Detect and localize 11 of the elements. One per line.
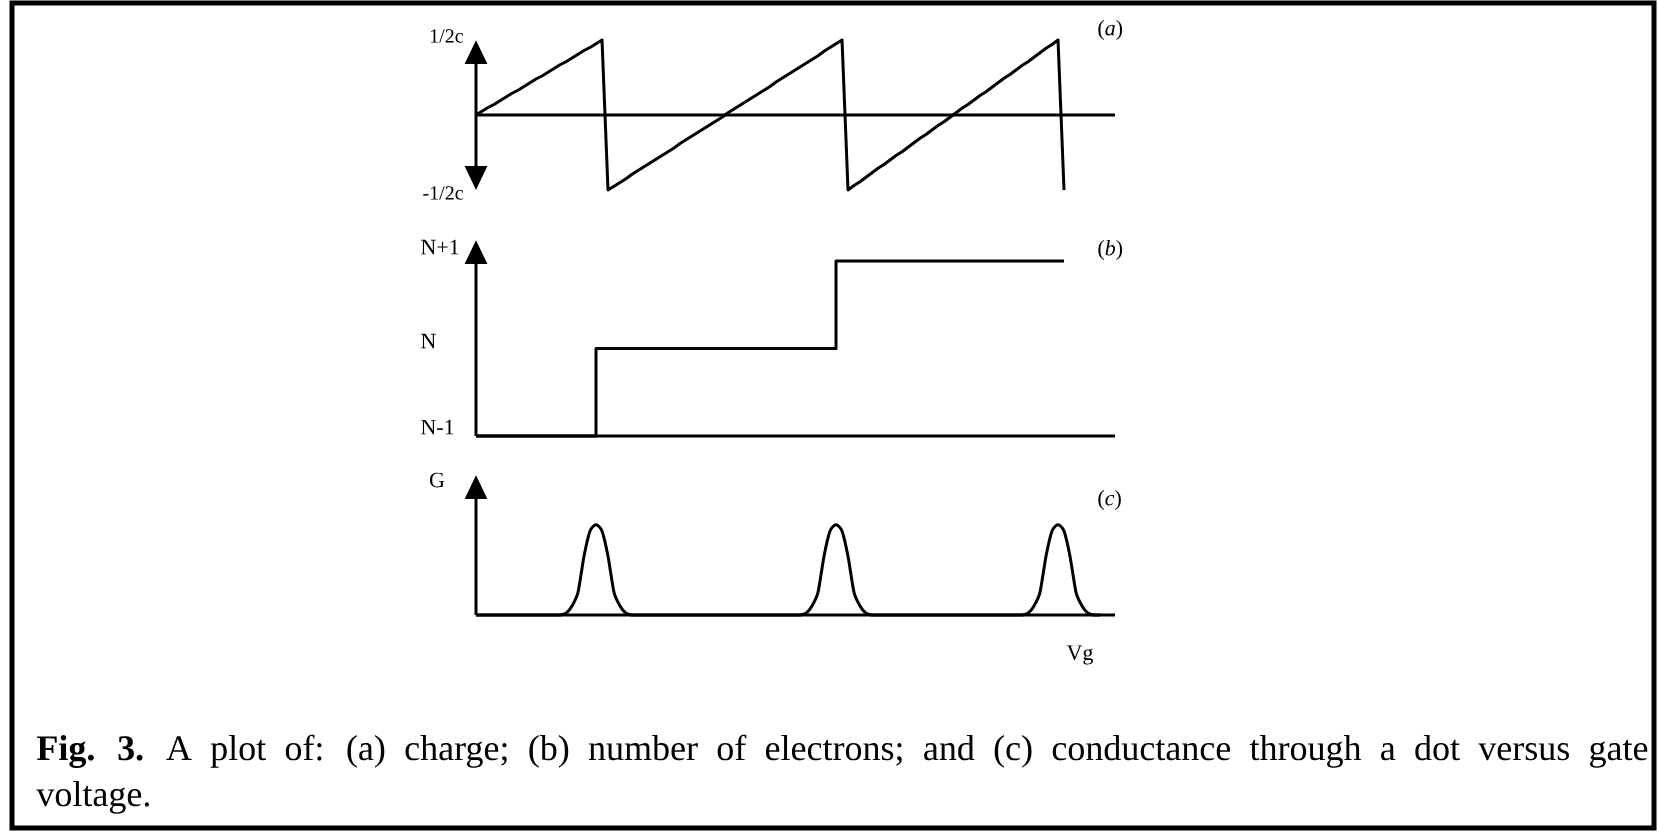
text: N+1: [421, 239, 459, 255]
y-axis-title: G: [429, 472, 445, 488]
x-axis-title: Vg: [1066, 645, 1094, 665]
text: N: [421, 333, 436, 349]
chart-title: (c): [1098, 490, 1121, 510]
text: Fig. 3. A plot of: (a) charge; (b) number of electrons; and (c) conductance through a dot versus gate voltage.: [36, 734, 1648, 814]
chart-title: (b): [1098, 240, 1123, 260]
text: -1/2c: [423, 186, 464, 200]
text: N-1: [421, 419, 454, 435]
chart-title: (a): [1098, 20, 1123, 40]
text: 1/2c: [430, 29, 463, 43]
